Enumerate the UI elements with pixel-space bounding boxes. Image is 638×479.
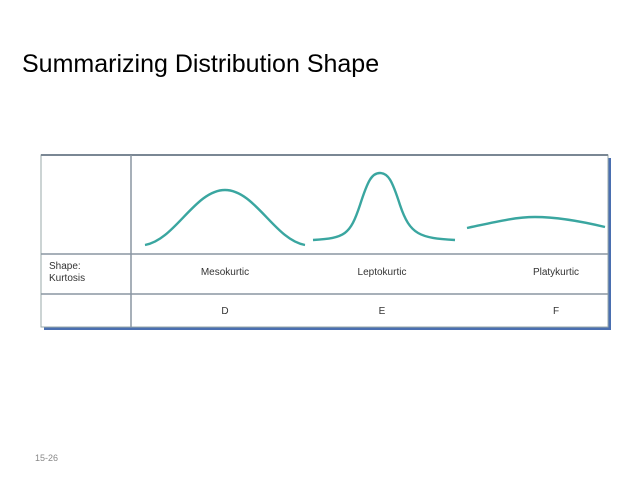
column-label: Leptokurtic xyxy=(358,267,407,278)
leptokurtic-curve xyxy=(312,171,456,242)
row-label: Kurtosis xyxy=(49,273,85,284)
table-frame xyxy=(40,154,609,328)
code-label: D xyxy=(221,306,228,317)
slide-title: Summarizing Distribution Shape xyxy=(22,50,379,78)
row-label: Shape: xyxy=(49,261,81,272)
mesokurtic-curve xyxy=(144,188,306,247)
code-label: F xyxy=(553,306,559,317)
platykurtic-curve xyxy=(466,215,606,230)
page-number: 15-26 xyxy=(35,453,58,463)
column-label: Platykurtic xyxy=(533,267,579,278)
code-label: E xyxy=(379,306,386,317)
column-label: Mesokurtic xyxy=(201,267,249,278)
